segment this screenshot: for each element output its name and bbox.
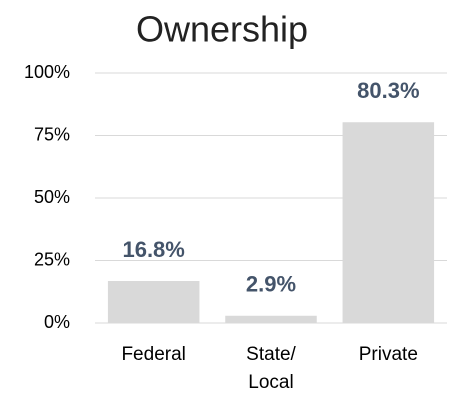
y-tick-label: 75% [34,124,70,144]
y-tick-label: 100% [24,62,70,82]
y-tick-label: 50% [34,187,70,207]
value-label: 16.8% [122,237,184,262]
x-tick-label: Federal [121,344,185,365]
y-tick-label: 25% [34,249,70,269]
value-label: 80.3% [357,78,419,103]
x-tick-label: Private [359,344,418,365]
chart-title: Ownership [136,9,308,50]
y-tick-label: 0% [44,312,70,332]
bar [342,122,435,323]
value-label: 2.9% [246,272,296,297]
bar [107,281,200,323]
x-tick-label: State/Local [246,344,296,393]
bar [225,315,317,323]
